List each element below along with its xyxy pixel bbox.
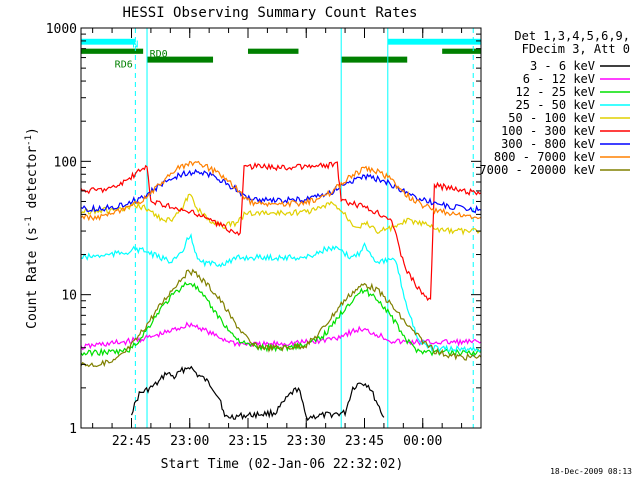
plot-frame (80, 27, 482, 429)
flag-bar-n (81, 38, 136, 45)
flag-bars: N RD0 RD6 (81, 38, 481, 71)
y-tick-label: 1000 (46, 22, 77, 37)
x-tick-label: 22:45 (112, 434, 151, 449)
x-tick-label: 23:45 (345, 434, 384, 449)
legend-label: 7000 - 20000 keV (479, 163, 595, 177)
legend-label: 100 - 300 keV (501, 124, 595, 138)
flag-bar-rd0 (247, 48, 299, 54)
x-axis-label: Start Time (02-Jan-06 22:32:02) (161, 457, 404, 472)
series-line-8 (80, 268, 482, 368)
flag-label-rd6: RD6 (115, 60, 133, 71)
series-line-1 (80, 321, 482, 351)
x-tick-label: 23:00 (170, 434, 209, 449)
legend-label: 50 - 100 keV (508, 111, 595, 125)
flag-label-n: N (132, 40, 138, 51)
flag-bar-rd6 (341, 56, 408, 63)
y-axis-label-part3: ) (25, 127, 40, 135)
legend-label: 25 - 50 keV (516, 98, 595, 112)
series-line-2 (80, 281, 482, 357)
y-tick-label: 10 (61, 289, 77, 304)
y-axis: 1 10 100 1000 (46, 22, 481, 437)
x-axis: 22:45 23:00 23:15 23:30 23:45 00:00 (92, 28, 482, 449)
legend-label: 800 - 7000 keV (494, 150, 595, 164)
series-line-4 (80, 193, 482, 236)
series-line-5 (80, 161, 482, 302)
flag-label-rd0: RD0 (150, 49, 168, 60)
x-tick-label: 00:00 (403, 434, 442, 449)
y-axis-label-part1: Count Rate (s (25, 227, 40, 329)
x-tick-label: 23:15 (228, 434, 267, 449)
flag-bar-rd6 (147, 56, 214, 63)
series-lines (80, 160, 482, 422)
legend-header-line1: Det 1,3,4,5,6,9, (514, 29, 630, 43)
legend-label: 6 - 12 keV (523, 72, 595, 86)
y-axis-label-part2: detector (25, 146, 40, 217)
timestamp: 18-Dec-2009 08:13 (550, 467, 632, 476)
series-line-0 (130, 365, 385, 422)
chart-title: HESSI Observing Summary Count Rates (122, 5, 417, 21)
y-axis-label: Count Rate (s-1 detector-1) (24, 127, 40, 329)
y-tick-label: 1 (69, 422, 77, 437)
legend-label: 300 - 800 keV (501, 137, 595, 151)
flag-bar-rd0 (81, 48, 144, 54)
series-line-7 (80, 160, 482, 222)
y-axis-label-sup2: -1 (24, 135, 34, 146)
legend-label: 12 - 25 keV (516, 85, 595, 99)
y-axis-label-sup1: -1 (24, 216, 34, 227)
flag-bar-n (387, 38, 481, 45)
flag-bar-rd0 (442, 48, 481, 54)
legend-header-line2: FDecim 3, Att 0 (522, 42, 630, 56)
series-line-3 (80, 233, 482, 354)
y-tick-label: 100 (54, 155, 77, 170)
legend-label: 3 - 6 keV (530, 59, 595, 73)
x-tick-label: 23:30 (287, 434, 326, 449)
